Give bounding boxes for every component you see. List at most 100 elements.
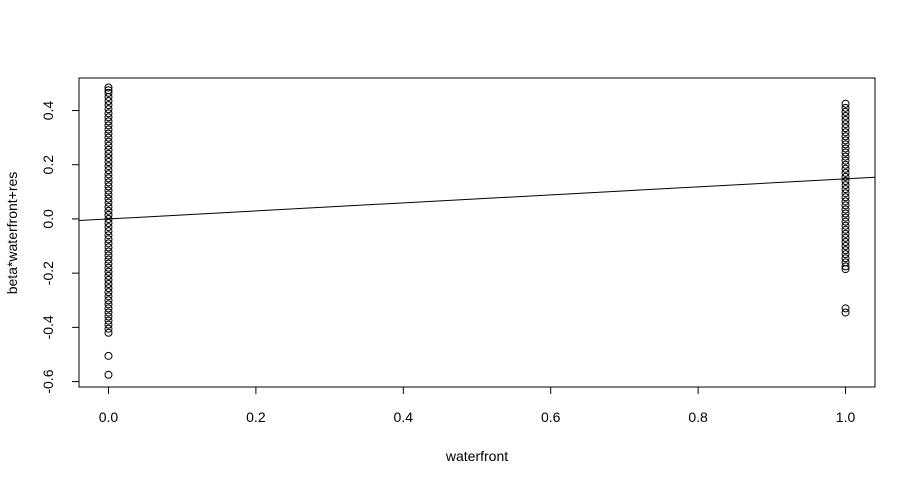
y-tick-label: 0.2 bbox=[40, 155, 56, 175]
data-point bbox=[104, 235, 113, 244]
data-point bbox=[104, 133, 113, 142]
data-point bbox=[841, 116, 850, 125]
data-point bbox=[841, 258, 850, 267]
data-point bbox=[104, 186, 113, 195]
data-point bbox=[104, 210, 113, 219]
data-point bbox=[841, 103, 850, 112]
data-point bbox=[841, 265, 850, 274]
data-point bbox=[841, 99, 850, 108]
data-point bbox=[841, 213, 850, 222]
data-point bbox=[104, 255, 113, 264]
data-point bbox=[104, 292, 113, 301]
data-point bbox=[104, 88, 113, 97]
y-tick-label: -0.2 bbox=[40, 261, 56, 285]
data-point bbox=[841, 156, 850, 165]
data-point bbox=[104, 239, 113, 248]
data-point bbox=[104, 149, 113, 158]
data-point bbox=[841, 262, 850, 271]
data-point bbox=[104, 351, 113, 360]
x-tick-label: 0.0 bbox=[99, 409, 119, 425]
data-point bbox=[104, 137, 113, 146]
data-point bbox=[104, 280, 113, 288]
data-point bbox=[841, 304, 850, 313]
data-point bbox=[841, 128, 850, 137]
data-point bbox=[104, 206, 113, 215]
data-point bbox=[841, 181, 850, 190]
data-point bbox=[841, 144, 850, 153]
data-point bbox=[104, 312, 113, 321]
data-point bbox=[104, 97, 113, 106]
data-point bbox=[841, 124, 850, 133]
data-point bbox=[104, 243, 113, 252]
data-point bbox=[104, 275, 113, 284]
y-tick-label: 0.4 bbox=[40, 101, 56, 121]
data-point bbox=[841, 185, 850, 194]
data-point bbox=[841, 242, 850, 251]
data-point bbox=[841, 254, 850, 263]
data-point bbox=[841, 140, 850, 149]
data-point bbox=[104, 166, 113, 175]
data-point bbox=[104, 316, 113, 325]
data-point bbox=[841, 308, 850, 317]
data-point bbox=[104, 113, 113, 122]
data-point bbox=[104, 288, 113, 297]
data-point bbox=[104, 170, 113, 179]
x-tick-label: 0.2 bbox=[246, 409, 266, 425]
y-tick-label: -0.6 bbox=[40, 369, 56, 393]
data-point bbox=[104, 271, 113, 280]
data-point bbox=[841, 177, 850, 185]
data-point bbox=[104, 141, 113, 150]
data-point bbox=[104, 328, 113, 337]
data-point bbox=[104, 198, 113, 207]
data-point bbox=[841, 205, 850, 214]
data-point bbox=[104, 129, 113, 138]
data-point bbox=[104, 145, 113, 154]
regression-line bbox=[78, 176, 876, 222]
data-point bbox=[841, 217, 850, 226]
data-point bbox=[841, 193, 850, 202]
data-point bbox=[841, 233, 850, 242]
x-tick-label: 0.8 bbox=[688, 409, 708, 425]
data-point bbox=[104, 296, 113, 305]
data-point bbox=[841, 120, 850, 129]
data-point bbox=[104, 178, 113, 187]
data-point bbox=[841, 229, 850, 238]
x-axis: 0.0 0.2 0.4 0.6 0.8 1.0 bbox=[99, 386, 855, 425]
data-point bbox=[841, 111, 850, 120]
data-point bbox=[104, 117, 113, 126]
data-point bbox=[104, 267, 113, 276]
data-point bbox=[104, 259, 113, 268]
plot-frame bbox=[78, 77, 876, 388]
data-point bbox=[104, 174, 113, 183]
data-point bbox=[104, 162, 113, 171]
y-tick-label: -0.4 bbox=[40, 315, 56, 339]
x-tick-label: 0.4 bbox=[394, 409, 414, 425]
y-tick-label: 0.0 bbox=[40, 209, 56, 229]
data-point bbox=[841, 148, 850, 157]
data-point bbox=[104, 284, 113, 293]
data-point bbox=[841, 197, 850, 206]
data-point bbox=[841, 246, 850, 255]
data-point bbox=[104, 223, 113, 232]
data-point bbox=[841, 225, 850, 234]
data-point bbox=[841, 132, 850, 141]
data-point bbox=[104, 190, 113, 199]
data-point bbox=[841, 201, 850, 210]
data-point bbox=[841, 172, 850, 181]
data-point bbox=[104, 194, 113, 203]
data-point bbox=[104, 153, 113, 162]
data-point bbox=[841, 237, 850, 246]
data-point bbox=[104, 158, 113, 167]
data-point bbox=[104, 92, 113, 101]
x-axis-label: waterfront bbox=[445, 448, 508, 464]
data-point bbox=[104, 251, 113, 260]
data-point bbox=[104, 101, 113, 110]
y-axis: -0.6 -0.4 -0.2 0.0 0.2 0.4 bbox=[40, 101, 80, 394]
data-point bbox=[104, 308, 113, 317]
data-point bbox=[104, 247, 113, 256]
data-point bbox=[104, 83, 113, 92]
data-point bbox=[841, 221, 850, 230]
data-points bbox=[104, 83, 850, 379]
data-point bbox=[104, 219, 113, 228]
data-point bbox=[104, 105, 113, 114]
